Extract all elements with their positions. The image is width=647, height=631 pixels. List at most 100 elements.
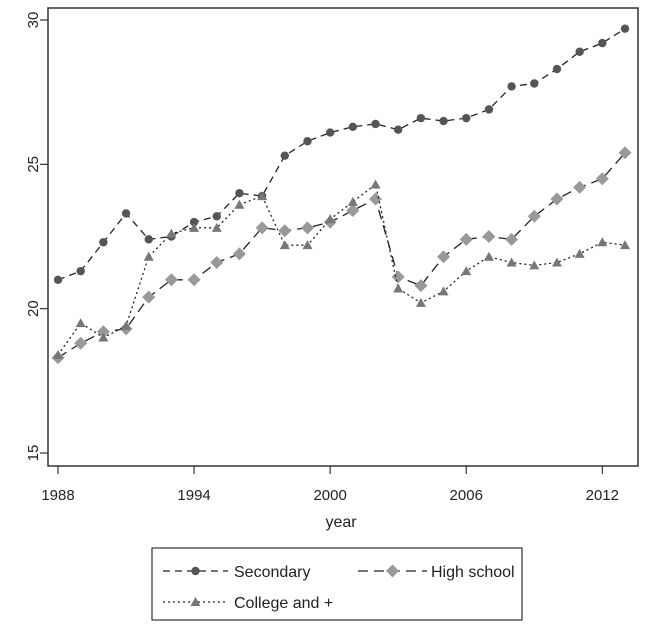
data-point bbox=[348, 122, 358, 132]
data-point bbox=[212, 212, 221, 221]
data-point bbox=[483, 251, 494, 261]
data-point bbox=[232, 247, 246, 261]
x-tick-label: 1994 bbox=[177, 487, 210, 504]
x-axis-title: year bbox=[325, 514, 357, 531]
data-point bbox=[620, 240, 630, 250]
data-point bbox=[597, 237, 608, 247]
data-point bbox=[346, 204, 360, 218]
data-point bbox=[595, 172, 609, 186]
legend-marker bbox=[191, 566, 200, 576]
data-point bbox=[121, 209, 131, 218]
data-point bbox=[53, 275, 63, 284]
data-point bbox=[391, 270, 405, 284]
data-point bbox=[121, 320, 132, 330]
series-college-and bbox=[53, 179, 630, 359]
series-secondary bbox=[53, 24, 630, 284]
data-point bbox=[551, 257, 562, 267]
legend-box bbox=[151, 547, 523, 621]
data-point bbox=[187, 273, 201, 287]
data-point bbox=[210, 255, 224, 269]
data-point bbox=[552, 64, 562, 74]
data-point bbox=[438, 286, 449, 296]
data-point bbox=[527, 209, 541, 223]
data-point bbox=[369, 192, 383, 206]
data-point bbox=[439, 116, 448, 126]
data-point bbox=[75, 318, 86, 328]
legend: Secondary High school College and + bbox=[151, 547, 523, 621]
data-point bbox=[370, 179, 381, 189]
series-layer bbox=[51, 24, 632, 365]
data-point bbox=[143, 251, 154, 261]
data-point bbox=[278, 224, 292, 238]
data-point bbox=[550, 192, 564, 206]
data-point bbox=[529, 260, 540, 270]
x-axis: 1988 1994 2000 2006 2012 bbox=[41, 466, 619, 504]
legend-marker bbox=[190, 597, 201, 606]
series-line bbox=[57, 152, 626, 359]
legend-item: Secondary bbox=[163, 564, 311, 581]
data-point bbox=[303, 137, 312, 146]
data-point bbox=[459, 232, 473, 246]
data-point bbox=[394, 125, 403, 134]
y-tick-label: 30 bbox=[25, 12, 42, 29]
legend-marker bbox=[386, 564, 399, 578]
data-point bbox=[598, 38, 607, 48]
data-point bbox=[257, 191, 268, 201]
data-point bbox=[416, 113, 426, 123]
data-point bbox=[574, 248, 585, 258]
data-point bbox=[347, 196, 358, 206]
data-point bbox=[142, 290, 156, 304]
data-point bbox=[530, 79, 539, 88]
data-point bbox=[484, 105, 494, 114]
legend-label: College and + bbox=[234, 595, 333, 612]
data-point bbox=[507, 82, 516, 91]
legend-item: High school bbox=[358, 564, 515, 581]
data-point bbox=[462, 113, 471, 123]
legend-items: Secondary High school College and + bbox=[163, 564, 515, 612]
data-point bbox=[371, 119, 380, 129]
plot-frame bbox=[47, 7, 639, 467]
legend-label: Secondary bbox=[234, 564, 311, 581]
data-point bbox=[189, 217, 199, 227]
data-point bbox=[393, 283, 404, 293]
data-point bbox=[211, 222, 222, 232]
x-tick-label: 2012 bbox=[586, 487, 619, 504]
x-tick-label: 1988 bbox=[41, 487, 74, 504]
data-point bbox=[437, 250, 451, 264]
data-point bbox=[573, 180, 587, 194]
data-point bbox=[164, 273, 178, 287]
data-point bbox=[74, 336, 88, 350]
series-line bbox=[57, 183, 626, 356]
data-point bbox=[302, 240, 313, 250]
data-point bbox=[53, 349, 63, 359]
data-point bbox=[325, 214, 336, 224]
legend-item: College and + bbox=[163, 595, 333, 612]
data-point bbox=[506, 257, 517, 267]
y-tick-label: 25 bbox=[25, 156, 42, 173]
data-point bbox=[280, 151, 289, 160]
data-point bbox=[415, 297, 426, 307]
y-tick-label: 20 bbox=[25, 300, 42, 317]
y-tick-label: 15 bbox=[25, 445, 42, 462]
data-point bbox=[300, 221, 314, 235]
legend-label: High school bbox=[431, 564, 515, 581]
series-high-school bbox=[51, 146, 632, 365]
data-point bbox=[234, 199, 245, 209]
data-point bbox=[325, 128, 335, 137]
data-point bbox=[189, 222, 200, 232]
series-line bbox=[57, 28, 626, 281]
x-tick-label: 2006 bbox=[450, 487, 483, 504]
data-point bbox=[76, 266, 85, 276]
x-tick-label: 2000 bbox=[313, 487, 346, 504]
data-point bbox=[99, 238, 108, 247]
data-point bbox=[98, 332, 109, 342]
data-point bbox=[505, 232, 519, 246]
data-point bbox=[255, 221, 269, 235]
data-point bbox=[144, 235, 153, 244]
data-point bbox=[575, 47, 584, 56]
data-point bbox=[482, 230, 496, 243]
data-point bbox=[414, 279, 428, 293]
data-point bbox=[279, 240, 290, 250]
data-point bbox=[461, 266, 472, 276]
